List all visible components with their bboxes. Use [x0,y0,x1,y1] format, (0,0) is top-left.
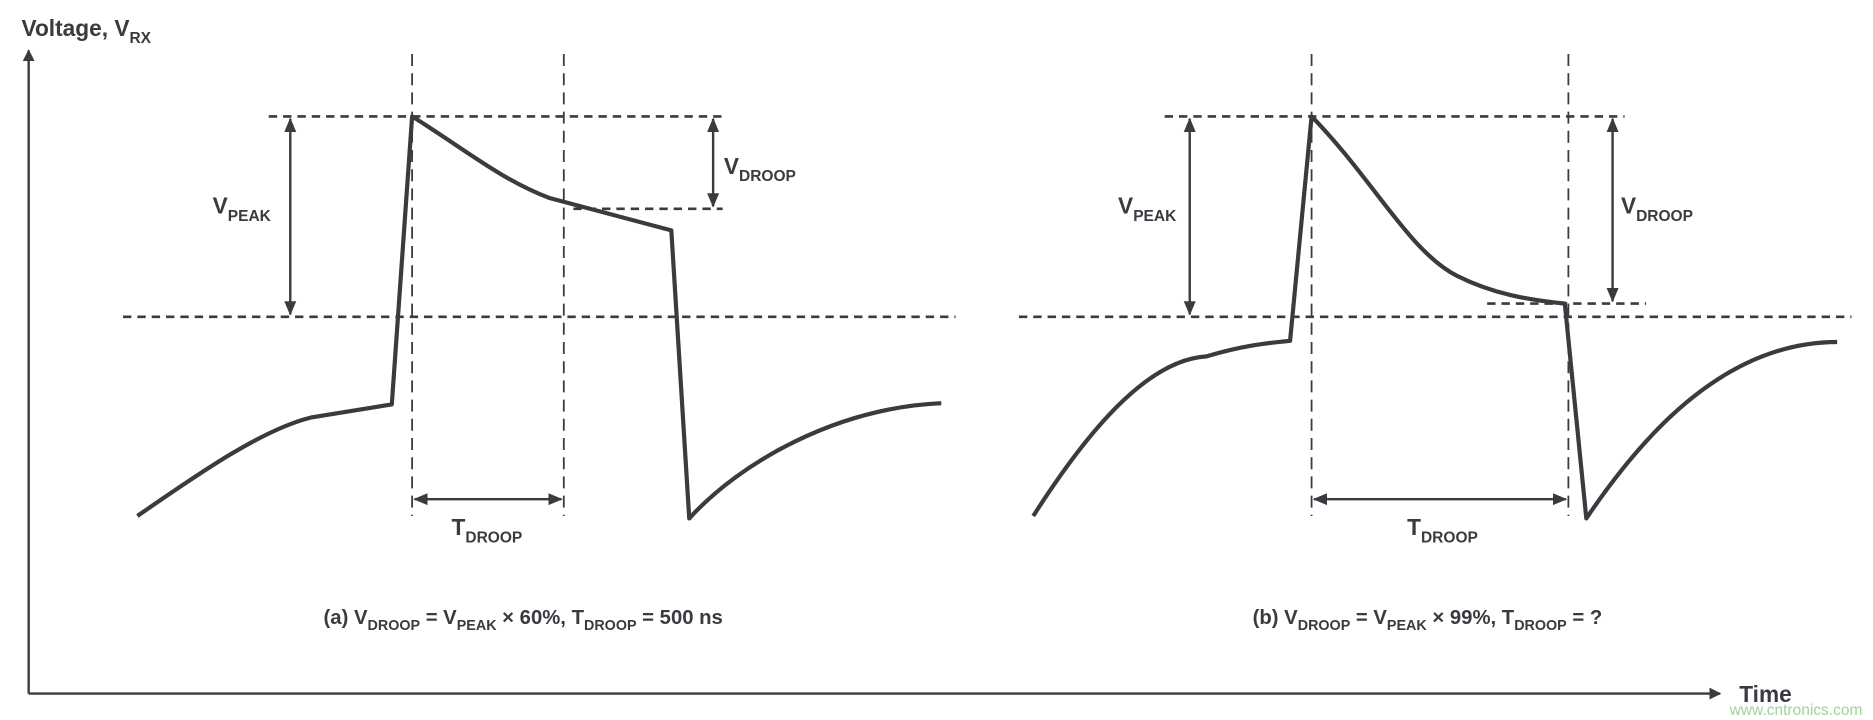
waveform-a [136,114,942,521]
tdroop-label: TDROOP [452,514,523,546]
waveform-b [1031,114,1838,521]
vdroop-label: VDROOP [1621,193,1693,225]
panel-a: VPEAK VDROOP TDROOP (a) VDROOP = VPEAK ×… [123,54,956,634]
watermark: www.cntronics.com [1729,702,1863,719]
panel-b: VPEAK VDROOP TDROOP (b) VDROOP = VPEAK ×… [1018,54,1852,634]
x-axis-label: Time [1739,681,1792,707]
y-axis-label: Voltage, VRX [22,15,152,47]
vpeak-label: VPEAK [213,193,272,225]
vdroop-label: VDROOP [724,153,796,185]
tdroop-label: TDROOP [1407,514,1478,546]
caption-b: (b) VDROOP = VPEAK × 99%, TDROOP = ? [1253,607,1603,634]
caption-a: (a) VDROOP = VPEAK × 60%, TDROOP = 500 n… [324,607,723,634]
vpeak-label: VPEAK [1118,193,1177,225]
